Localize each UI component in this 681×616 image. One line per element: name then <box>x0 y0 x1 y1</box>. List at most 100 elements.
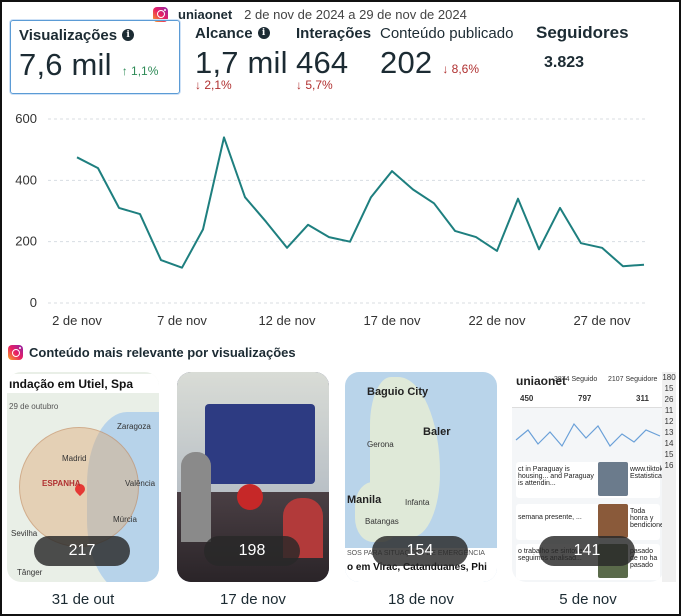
map-label: ESPANHA <box>42 479 81 488</box>
account-name[interactable]: uniaonet <box>178 6 233 22</box>
info-icon[interactable]: i <box>122 29 135 41</box>
card-date: 31 de out <box>51 591 115 608</box>
data-point[interactable] <box>200 226 206 232</box>
metric-interactions-value: 464 <box>296 45 349 80</box>
x-tick-label: 17 de nov <box>363 313 421 328</box>
x-tick-label: 22 de nov <box>468 313 526 328</box>
map-label: Tânger <box>17 568 43 577</box>
data-point[interactable] <box>305 222 311 228</box>
map-label: Sevilha <box>11 529 38 538</box>
series-line[interactable] <box>76 136 645 269</box>
data-point[interactable] <box>116 205 122 211</box>
data-point[interactable] <box>641 262 647 268</box>
card-caption: ındação em Utiel, Spa <box>7 374 159 393</box>
y-tick-label: 400 <box>15 172 37 187</box>
top-content-title: Conteúdo mais relevante por visualizaçõe… <box>29 345 296 360</box>
data-point[interactable] <box>599 245 605 251</box>
metric-views-delta: ↑ 1,1% <box>121 64 159 78</box>
post-thumbnail <box>598 504 628 538</box>
card-subcaption: 29 de outubro <box>9 402 59 411</box>
scroll-label: 26 <box>664 395 674 404</box>
view-count-badge: 154 <box>372 536 468 566</box>
data-point[interactable] <box>221 134 227 140</box>
data-point[interactable] <box>473 234 479 240</box>
card-date: 5 de nov <box>559 591 617 608</box>
y-tick-label: 600 <box>15 111 37 126</box>
data-point[interactable] <box>494 248 500 254</box>
scroll-label: 180 <box>662 373 676 382</box>
data-point[interactable] <box>578 240 584 246</box>
view-count-badge: 217 <box>34 536 130 566</box>
data-point[interactable] <box>536 246 542 252</box>
content-card[interactable]: Baguio City Baler Manila Gerona Infanta … <box>345 372 497 582</box>
post-text: ct in Paraguay is housing... and Paragua… <box>518 466 594 487</box>
map-label: Baguio City <box>367 386 429 398</box>
scroll-label: 15 <box>664 384 674 393</box>
data-point[interactable] <box>620 263 626 269</box>
data-point[interactable] <box>515 196 521 202</box>
post-thumbnail <box>598 462 628 496</box>
map-label: Zaragoza <box>117 422 151 431</box>
content-card[interactable]: 198 <box>177 372 329 582</box>
metric-reach-delta: ↓ 2,1% <box>195 78 232 92</box>
data-point[interactable] <box>284 245 290 251</box>
map-label: Múrcia <box>113 515 138 524</box>
view-count-badge: 141 <box>539 536 635 566</box>
metric-views[interactable]: Visualizações i 7,6 mil ↑ 1,1% <box>10 20 180 94</box>
photo-person <box>181 452 211 542</box>
data-point[interactable] <box>389 168 395 174</box>
scroll-label: 12 <box>664 417 674 426</box>
data-point[interactable] <box>557 205 563 211</box>
card-stat: 3874 Seguido <box>554 376 598 383</box>
card-stat: 450 <box>520 394 534 403</box>
data-point[interactable] <box>137 211 143 217</box>
content-card[interactable]: ındação em Utiel, Spa 29 de outubro Zara… <box>7 372 159 582</box>
metric-content-delta: ↓ 8,6% <box>442 62 480 76</box>
photo-flowers <box>237 484 263 510</box>
card-stat: 311 <box>636 394 649 403</box>
data-point[interactable] <box>158 257 164 263</box>
data-point[interactable] <box>263 219 269 225</box>
info-icon[interactable]: i <box>257 27 270 39</box>
x-tick-label: 7 de nov <box>157 313 207 328</box>
data-point[interactable] <box>452 228 458 234</box>
x-tick-label: 27 de nov <box>573 313 631 328</box>
map-label: Manila <box>347 494 382 506</box>
metric-interactions-delta: ↓ 5,7% <box>296 78 333 92</box>
metric-views-label: Visualizações <box>19 26 118 44</box>
data-point[interactable] <box>326 234 332 240</box>
map-label: Valência <box>125 479 156 488</box>
data-point[interactable] <box>368 194 374 200</box>
card-date: 17 de nov <box>220 591 286 608</box>
y-tick-label: 0 <box>30 295 37 310</box>
photo-shelf <box>205 404 315 484</box>
data-point[interactable] <box>74 154 80 160</box>
metric-content-value: 202 <box>380 45 433 80</box>
metric-reach-value: 1,7 mil <box>195 45 288 80</box>
x-tick-label: 2 de nov <box>52 313 102 328</box>
metric-followers-value: 3.823 <box>544 54 585 71</box>
data-point[interactable] <box>410 187 416 193</box>
map-label: Gerona <box>367 440 394 449</box>
content-card[interactable]: uniaonet 3874 Seguido 2107 Seguidore 450… <box>512 372 664 582</box>
data-point[interactable] <box>431 200 437 206</box>
metric-interactions[interactable]: Interações 464 ↓ 5,7% <box>296 22 371 93</box>
card-account: uniaonet <box>516 374 566 388</box>
date-range[interactable]: 2 de nov de 2024 a 29 de nov de 2024 <box>244 6 467 22</box>
scroll-label: 16 <box>664 461 674 470</box>
metric-reach[interactable]: Alcance i 1,7 mil ↓ 2,1% <box>195 22 288 93</box>
metric-content-label: Conteúdo publicado <box>380 24 514 42</box>
data-point[interactable] <box>242 194 248 200</box>
carousel-scrollbar[interactable]: 180 15 26 11 12 13 14 15 16 <box>662 372 676 582</box>
scroll-label: 15 <box>664 450 674 459</box>
data-point[interactable] <box>95 165 101 171</box>
data-point[interactable] <box>347 239 353 245</box>
data-point[interactable] <box>179 265 185 271</box>
post-text: pasado de no ha pasado <box>630 548 658 569</box>
scroll-label: 14 <box>664 439 674 448</box>
scroll-label: 11 <box>664 406 674 415</box>
metric-followers[interactable]: Seguidores 3.823 <box>536 22 629 72</box>
map-label: Batangas <box>365 517 399 526</box>
metric-content[interactable]: Conteúdo publicado 202 ↓ 8,6% <box>380 22 513 82</box>
